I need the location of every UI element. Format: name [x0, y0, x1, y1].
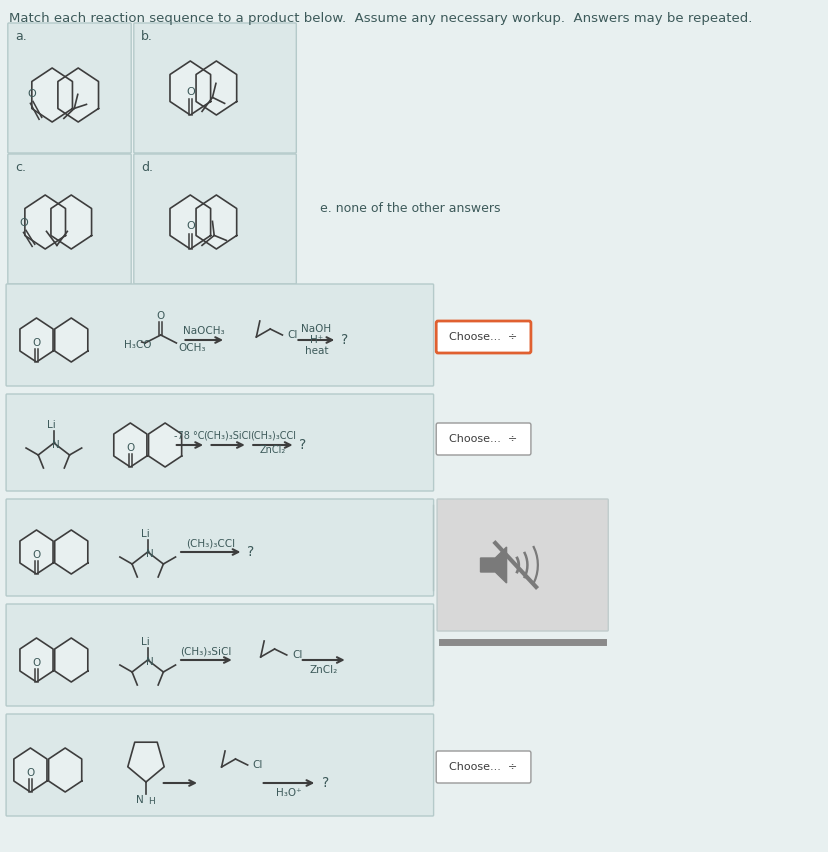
- Polygon shape: [58, 68, 99, 122]
- Text: O: O: [185, 221, 195, 231]
- Text: ?: ?: [341, 333, 349, 347]
- Polygon shape: [55, 638, 88, 682]
- Text: NaOH: NaOH: [301, 324, 331, 334]
- Polygon shape: [128, 742, 164, 782]
- Text: H₃O⁺: H₃O⁺: [276, 788, 301, 798]
- Polygon shape: [170, 61, 210, 115]
- Text: e. none of the other answers: e. none of the other answers: [320, 202, 499, 215]
- Text: O: O: [156, 311, 165, 321]
- Text: O: O: [32, 550, 41, 560]
- Text: H: H: [147, 797, 154, 807]
- FancyBboxPatch shape: [6, 284, 433, 386]
- Polygon shape: [20, 530, 53, 574]
- Text: heat: heat: [304, 346, 328, 356]
- Polygon shape: [480, 547, 506, 583]
- Text: (CH₃)₃CCl: (CH₃)₃CCl: [249, 430, 296, 440]
- Text: Cl: Cl: [287, 330, 297, 340]
- Text: ?: ?: [247, 545, 253, 559]
- Polygon shape: [148, 423, 181, 467]
- FancyBboxPatch shape: [436, 423, 530, 455]
- Text: O: O: [32, 338, 41, 348]
- Text: a.: a.: [15, 30, 26, 43]
- FancyBboxPatch shape: [7, 154, 131, 284]
- Text: H⁺: H⁺: [310, 335, 323, 345]
- Polygon shape: [195, 61, 237, 115]
- Polygon shape: [31, 68, 72, 122]
- Text: d.: d.: [141, 161, 152, 174]
- Text: N: N: [51, 440, 60, 450]
- FancyBboxPatch shape: [436, 321, 530, 353]
- Text: -78 °C: -78 °C: [174, 431, 205, 441]
- Polygon shape: [49, 748, 82, 792]
- Polygon shape: [20, 638, 53, 682]
- Text: H₃CO: H₃CO: [124, 340, 152, 350]
- FancyBboxPatch shape: [436, 751, 530, 783]
- Polygon shape: [14, 748, 47, 792]
- Text: (CH₃)₃SiCl: (CH₃)₃SiCl: [180, 646, 231, 656]
- FancyBboxPatch shape: [133, 154, 296, 284]
- Polygon shape: [51, 195, 91, 249]
- Text: O: O: [26, 768, 35, 778]
- Text: Choose...  ÷: Choose... ÷: [449, 434, 517, 444]
- FancyBboxPatch shape: [7, 23, 131, 153]
- Text: Li: Li: [141, 637, 149, 647]
- Text: Cl: Cl: [291, 650, 302, 660]
- Polygon shape: [55, 530, 88, 574]
- Text: O: O: [32, 658, 41, 668]
- Text: N: N: [137, 795, 144, 805]
- Polygon shape: [25, 195, 65, 249]
- Text: Li: Li: [47, 420, 55, 430]
- FancyBboxPatch shape: [6, 604, 433, 706]
- Polygon shape: [20, 318, 53, 362]
- Text: ?: ?: [321, 776, 329, 790]
- Text: O: O: [27, 89, 36, 100]
- Text: Li: Li: [141, 529, 149, 539]
- Polygon shape: [195, 195, 237, 249]
- Text: b.: b.: [141, 30, 152, 43]
- Text: ?: ?: [299, 438, 306, 452]
- Text: c.: c.: [15, 161, 26, 174]
- Polygon shape: [113, 423, 147, 467]
- FancyBboxPatch shape: [6, 394, 433, 491]
- Text: Cl: Cl: [253, 760, 263, 770]
- FancyBboxPatch shape: [6, 499, 433, 596]
- Text: NaOCH₃: NaOCH₃: [183, 326, 224, 336]
- Text: N: N: [146, 657, 153, 667]
- Text: (CH₃)₃CCl: (CH₃)₃CCl: [185, 538, 234, 548]
- Text: OCH₃: OCH₃: [178, 343, 205, 353]
- Text: (CH₃)₃SiCl: (CH₃)₃SiCl: [204, 430, 252, 440]
- FancyBboxPatch shape: [436, 499, 608, 631]
- Text: ZnCl₂: ZnCl₂: [259, 445, 286, 455]
- FancyBboxPatch shape: [6, 714, 433, 816]
- FancyBboxPatch shape: [133, 23, 296, 153]
- Text: Choose...  ÷: Choose... ÷: [449, 762, 517, 772]
- Polygon shape: [170, 195, 210, 249]
- Text: N: N: [146, 549, 153, 559]
- Polygon shape: [55, 318, 88, 362]
- Text: ZnCl₂: ZnCl₂: [309, 665, 337, 675]
- Text: Match each reaction sequence to a product below.  Assume any necessary workup.  : Match each reaction sequence to a produc…: [8, 12, 751, 25]
- Text: O: O: [126, 443, 134, 453]
- Text: O: O: [185, 87, 195, 97]
- Text: Choose...  ÷: Choose... ÷: [449, 332, 517, 342]
- Text: O: O: [20, 218, 28, 228]
